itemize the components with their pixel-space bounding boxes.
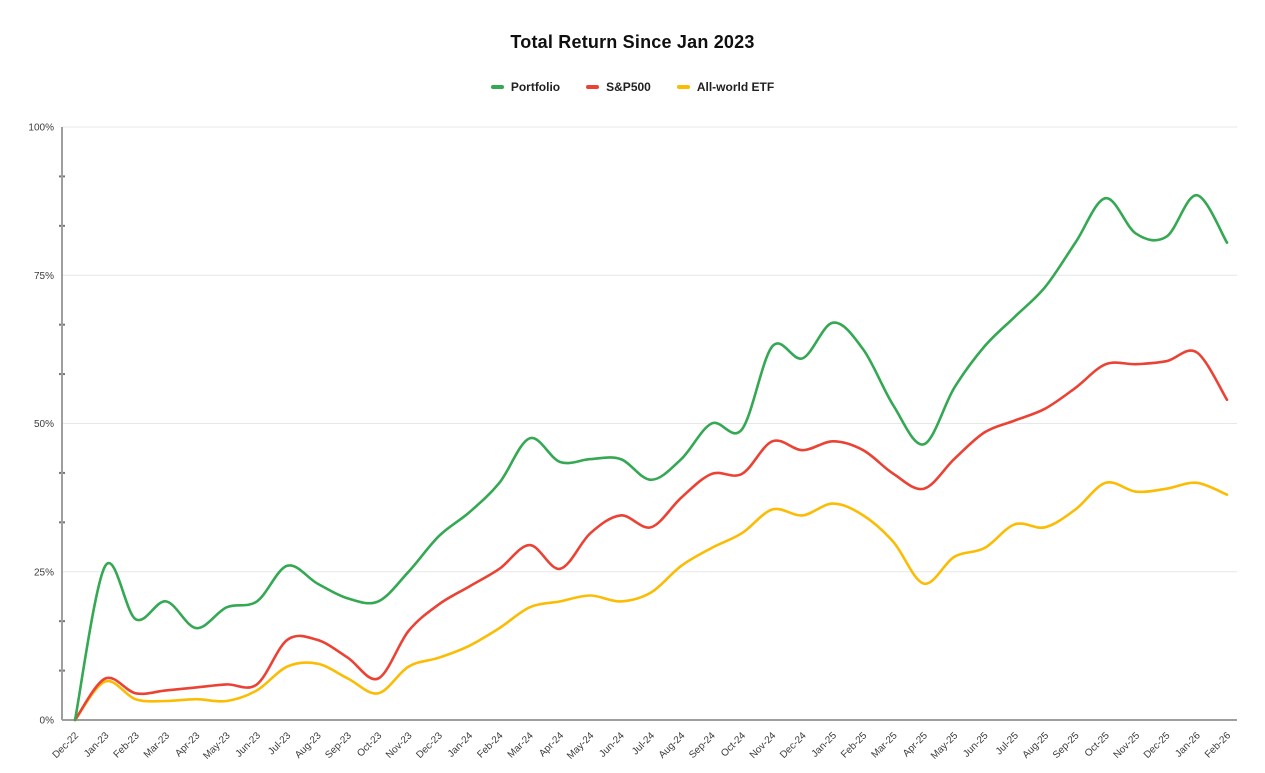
x-axis-label-Feb-26: Feb-26 bbox=[1203, 730, 1233, 760]
x-axis-label-Dec-25: Dec-25 bbox=[1142, 730, 1173, 761]
x-axis-label-Jan-23: Jan-23 bbox=[82, 730, 112, 760]
x-axis-label-May-23: May-23 bbox=[201, 730, 233, 762]
x-axis-label-Jun-25: Jun-25 bbox=[961, 730, 991, 760]
legend-item-all-world-etf: All-world ETF bbox=[676, 80, 775, 94]
x-axis-label-Jan-24: Jan-24 bbox=[446, 730, 476, 760]
x-axis-label-Jul-24: Jul-24 bbox=[630, 730, 657, 757]
x-axis-label-Aug-24: Aug-24 bbox=[657, 730, 688, 761]
x-axis-label-Sep-25: Sep-25 bbox=[1051, 730, 1082, 761]
legend-marker-sp500 bbox=[586, 85, 600, 89]
x-axis-label-Dec-24: Dec-24 bbox=[778, 730, 809, 761]
x-axis-label-Dec-22: Dec-22 bbox=[51, 730, 82, 761]
x-axis-label-Jun-24: Jun-24 bbox=[597, 730, 627, 760]
x-axis-label-Mar-23: Mar-23 bbox=[142, 730, 172, 760]
x-axis-label-May-25: May-25 bbox=[929, 730, 961, 762]
y-axis-label-25: 25% bbox=[34, 567, 54, 578]
chart-title: Total Return Since Jan 2023 bbox=[510, 32, 755, 52]
x-axis-label-Jun-23: Jun-23 bbox=[234, 730, 264, 760]
x-axis-label-Oct-23: Oct-23 bbox=[355, 730, 384, 759]
x-axis-label-Nov-25: Nov-25 bbox=[1112, 730, 1143, 761]
x-axis-label-Sep-24: Sep-24 bbox=[687, 730, 718, 761]
legend-label-portfolio: Portfolio bbox=[510, 80, 561, 94]
legend-label-all-world-etf: All-world ETF bbox=[696, 80, 775, 94]
x-axis-label-Oct-24: Oct-24 bbox=[719, 730, 748, 759]
x-axis-label-Apr-25: Apr-25 bbox=[901, 730, 930, 759]
x-axis-label-Mar-25: Mar-25 bbox=[869, 730, 899, 760]
series-line-s-p500 bbox=[73, 349, 1229, 722]
series-line-all-world-etf bbox=[73, 480, 1229, 722]
x-axis-label-Nov-24: Nov-24 bbox=[748, 730, 779, 761]
x-axis-label-Jan-26: Jan-26 bbox=[1173, 730, 1203, 760]
x-axis-label-Aug-23: Aug-23 bbox=[293, 730, 324, 761]
x-axis-label-Oct-25: Oct-25 bbox=[1083, 730, 1112, 759]
x-axis-label-Jul-23: Jul-23 bbox=[266, 730, 293, 757]
y-axis-label-0: 0% bbox=[40, 716, 55, 727]
x-axis-label-Mar-24: Mar-24 bbox=[506, 730, 536, 760]
x-axis-label-Jan-25: Jan-25 bbox=[810, 730, 840, 760]
y-axis-label-75: 75% bbox=[34, 271, 54, 282]
chart-legend: Portfolio S&P500 All-world ETF bbox=[0, 80, 1265, 94]
series-line-portfolio bbox=[73, 193, 1229, 722]
legend-marker-all-world-etf bbox=[676, 85, 690, 89]
x-axis-label-Sep-23: Sep-23 bbox=[323, 730, 354, 761]
y-axis-label-50: 50% bbox=[34, 419, 54, 430]
legend-label-sp500: S&P500 bbox=[606, 80, 651, 94]
x-axis-label-Aug-25: Aug-25 bbox=[1021, 730, 1052, 761]
x-axis-label-Feb-23: Feb-23 bbox=[112, 730, 142, 760]
legend-item-sp500: S&P500 bbox=[586, 80, 651, 94]
y-axis-label-100: 100% bbox=[28, 123, 54, 134]
x-axis-label-Jul-25: Jul-25 bbox=[994, 730, 1021, 757]
x-axis-label-Feb-25: Feb-25 bbox=[839, 730, 869, 760]
x-axis-label-May-24: May-24 bbox=[565, 730, 597, 762]
x-axis-label-Apr-23: Apr-23 bbox=[173, 730, 202, 759]
legend-item-portfolio: Portfolio bbox=[490, 80, 561, 94]
legend-marker-portfolio bbox=[490, 85, 504, 89]
x-axis-label-Dec-23: Dec-23 bbox=[414, 730, 445, 761]
x-axis-label-Nov-23: Nov-23 bbox=[384, 730, 415, 761]
x-axis-label-Feb-24: Feb-24 bbox=[475, 730, 505, 760]
x-axis-label-Apr-24: Apr-24 bbox=[537, 730, 566, 759]
